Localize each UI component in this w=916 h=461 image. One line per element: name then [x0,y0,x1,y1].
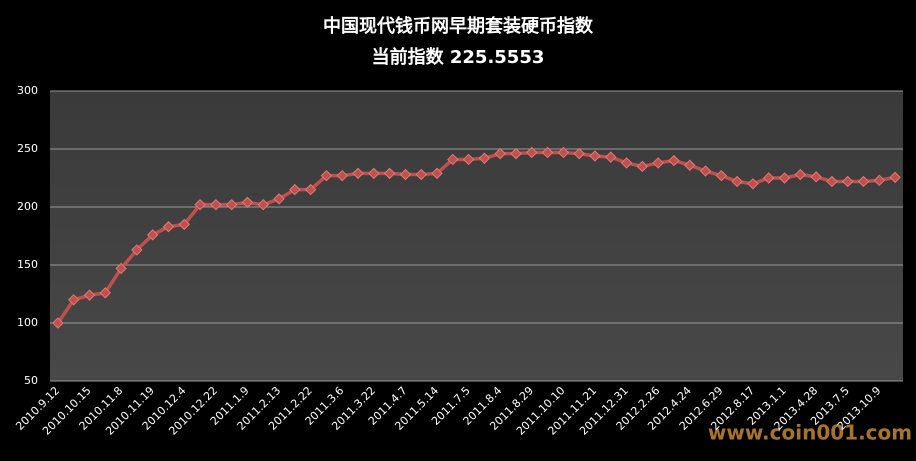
chart-title: 中国现代钱币网早期套装硬币指数 [323,15,594,37]
data-point [605,151,617,163]
data-point [684,159,696,171]
data-point [889,171,901,184]
data-point [146,229,159,241]
data-point [794,168,807,181]
data-point [210,198,222,211]
data-point [431,167,443,180]
data-point [842,175,854,188]
data-point [447,153,459,166]
data-point [826,175,838,188]
y-tick-label: 100 [17,316,38,329]
data-point [668,154,680,167]
y-tick-label: 50 [24,374,38,387]
data-point [368,167,380,180]
data-point [52,317,64,329]
data-point [336,169,348,182]
data-point [225,198,238,211]
data-point [557,146,570,159]
data-point [257,198,269,211]
data-point [320,169,333,182]
plot-area [50,91,903,381]
data-point [478,152,491,164]
data-point [67,294,80,306]
data-point [810,171,822,183]
data-point [241,196,254,209]
data-point [510,147,522,160]
data-point [763,172,775,184]
data-point [99,287,111,299]
data-point [194,198,206,211]
data-point [589,150,601,162]
data-point [415,168,427,181]
y-tick-label: 150 [17,258,38,271]
data-point [526,146,538,159]
data-point [873,174,886,187]
data-point [115,262,127,275]
watermark: www.coin001.com [708,421,912,445]
data-point [731,175,743,188]
data-point [857,175,870,188]
data-point [383,167,396,180]
data-point [620,157,633,169]
data-point [652,157,664,169]
data-point [162,221,175,233]
data-point [778,172,791,184]
data-point [352,167,364,180]
data-point [462,153,475,166]
data-point [131,244,143,256]
data-point [304,183,317,196]
data-point [178,218,190,231]
data-point [494,147,506,160]
data-point [289,183,301,196]
data-point [573,147,585,160]
data-point [699,165,712,177]
data-point [715,169,728,182]
data-point [83,289,96,301]
data-point [399,168,412,181]
y-tick-label: 250 [17,142,38,155]
y-tick-label: 300 [17,84,38,97]
chart-subtitle: 当前指数 225.5553 [372,46,545,68]
data-point [636,160,649,173]
data-point [747,178,759,190]
data-point [541,146,554,159]
data-point [273,193,285,205]
y-tick-label: 200 [17,200,38,213]
